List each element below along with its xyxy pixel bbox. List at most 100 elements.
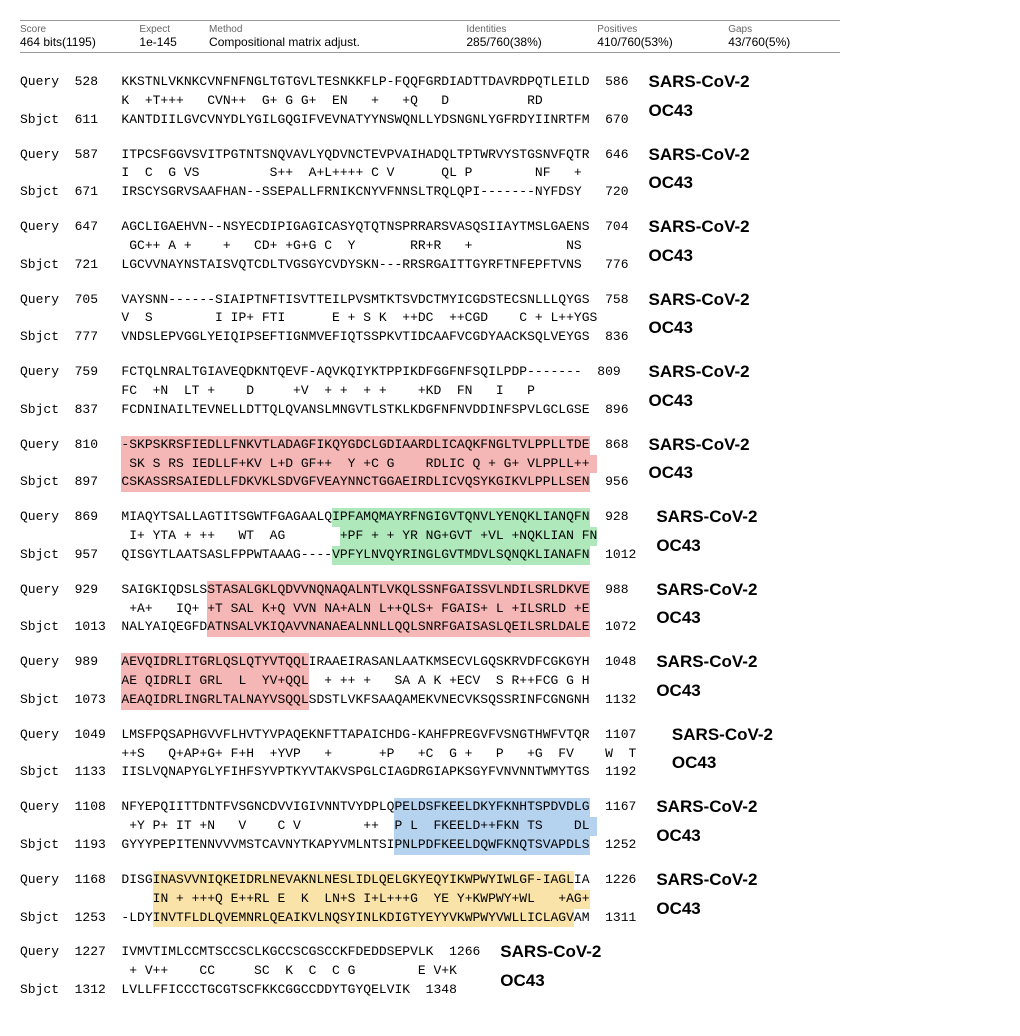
midline-row: +A+ IQ+ +T SAL K+Q VVN NA+ALN L++QLS+ FG… — [20, 600, 636, 619]
query-row: Query 647 AGCLIGAEHVN--NSYECDIPIGAGICASY… — [20, 218, 629, 237]
query-row: Query 929 SAIGKIQDSLSSTASALGKLQDVVNQNAQA… — [20, 581, 636, 600]
sequence-column: Query 810 -SKPSKRSFIEDLLFNKVTLADAGFIKQYG… — [20, 436, 629, 493]
sequence-column: Query 705 VAYSNN------SIAIPTNFTISVTTEILP… — [20, 291, 629, 348]
hdr-expect-value: 1e-145 — [139, 35, 193, 49]
organism-labels: SARS-CoV-2OC43 — [636, 871, 757, 918]
alignment-block: Query 1168 DISGINASVVNIQKEIDRLNEVAKNLNES… — [20, 871, 1000, 928]
hdr-positives: Positives 410/760(53%) — [597, 24, 728, 49]
organism-labels: SARS-CoV-2OC43 — [629, 146, 750, 193]
subject-organism: OC43 — [649, 164, 750, 193]
organism-labels: SARS-CoV-2OC43 — [629, 363, 750, 410]
query-row: Query 759 FCTQLNRALTGIAVEQDKNTQEVF-AQVKQ… — [20, 363, 629, 382]
subject-organism: OC43 — [656, 890, 757, 919]
query-row: Query 705 VAYSNN------SIAIPTNFTISVTTEILP… — [20, 291, 629, 310]
hdr-expect: Expect 1e-145 — [139, 24, 209, 49]
organism-labels: SARS-CoV-2OC43 — [636, 798, 757, 845]
subject-row: Sbjct 957 QISGYTLAATSASLFPPWTAAAG----VPF… — [20, 546, 636, 565]
subject-organism: OC43 — [656, 527, 757, 556]
hdr-method-value: Compositional matrix adjust. — [209, 35, 450, 49]
hdr-method-label: Method — [209, 24, 450, 35]
alignment-block: Query 1049 LMSFPQSAPHGVVFLHVTYVPAQEKNFTT… — [20, 726, 1000, 783]
alignment-block: Query 528 KKSTNLVKNKCVNFNFNGLTGTGVLTESNK… — [20, 73, 1000, 130]
query-organism: SARS-CoV-2 — [649, 218, 750, 237]
hdr-expect-label: Expect — [139, 24, 193, 35]
sequence-column: Query 929 SAIGKIQDSLSSTASALGKLQDVVNQNAQA… — [20, 581, 636, 638]
hdr-score-value: 464 bits(1195) — [20, 35, 123, 49]
query-organism: SARS-CoV-2 — [672, 726, 773, 745]
midline-row: IN + +++Q E++RL E K LN+S I+L+++G YE Y+KW… — [20, 890, 636, 909]
alignment-block: Query 989 AEVQIDRLITGRLQSLQTYVTQQLIRAAEI… — [20, 653, 1000, 710]
query-row: Query 1049 LMSFPQSAPHGVVFLHVTYVPAQEKNFTT… — [20, 726, 652, 745]
alignment-block: Query 1227 IVMVTIMLCCMTSCCSCLKGCCSCGSCCK… — [20, 943, 1000, 1000]
alignment-container: Query 528 KKSTNLVKNKCVNFNFNGLTGTGVLTESNK… — [20, 73, 1000, 1016]
sequence-column: Query 1227 IVMVTIMLCCMTSCCSCLKGCCSCGSCCK… — [20, 943, 480, 1000]
query-organism: SARS-CoV-2 — [656, 798, 757, 817]
alignment-block: Query 759 FCTQLNRALTGIAVEQDKNTQEVF-AQVKQ… — [20, 363, 1000, 420]
subject-row: Sbjct 1193 GYYYPEPITENNVVVMSTCAVNYTKAPYV… — [20, 836, 636, 855]
sequence-column: Query 647 AGCLIGAEHVN--NSYECDIPIGAGICASY… — [20, 218, 629, 275]
hdr-positives-label: Positives — [597, 24, 712, 35]
subject-organism: OC43 — [656, 672, 757, 701]
subject-row: Sbjct 897 CSKASSRSAIEDLLFDKVKLSDVGFVEAYN… — [20, 473, 629, 492]
organism-labels: SARS-CoV-2OC43 — [629, 436, 750, 483]
query-organism: SARS-CoV-2 — [500, 943, 601, 962]
hdr-positives-value: 410/760(53%) — [597, 35, 712, 49]
organism-labels: SARS-CoV-2OC43 — [636, 653, 757, 700]
sequence-column: Query 528 KKSTNLVKNKCVNFNFNGLTGTGVLTESNK… — [20, 73, 629, 130]
hdr-method: Method Compositional matrix adjust. — [209, 24, 466, 49]
alignment-block: Query 810 -SKPSKRSFIEDLLFNKVTLADAGFIKQYG… — [20, 436, 1000, 493]
sequence-column: Query 989 AEVQIDRLITGRLQSLQTYVTQQLIRAAEI… — [20, 653, 636, 710]
subject-organism: OC43 — [656, 599, 757, 628]
subject-organism: OC43 — [649, 237, 750, 266]
organism-labels: SARS-CoV-2OC43 — [652, 726, 773, 773]
hdr-gaps: Gaps 43/760(5%) — [728, 24, 840, 49]
subject-organism: OC43 — [649, 92, 750, 121]
subject-row: Sbjct 837 FCDNINAILTEVNELLDTTQLQVANSLMNG… — [20, 401, 629, 420]
subject-row: Sbjct 1013 NALYAIQEGFDATNSALVKIQAVVNANAE… — [20, 618, 636, 637]
subject-organism: OC43 — [656, 817, 757, 846]
organism-labels: SARS-CoV-2OC43 — [480, 943, 601, 990]
subject-row: Sbjct 671 IRSCYSGRVSAAFHAN--SSEPALLFRNIK… — [20, 183, 629, 202]
midline-row: I+ YTA + ++ WT AG +PF + + YR NG+GVT +VL … — [20, 527, 636, 546]
stats-header: Score 464 bits(1195) Expect 1e-145 Metho… — [20, 20, 840, 53]
alignment-block: Query 587 ITPCSFGGVSVITPGTNTSNQVAVLYQDVN… — [20, 146, 1000, 203]
query-row: Query 810 -SKPSKRSFIEDLLFNKVTLADAGFIKQYG… — [20, 436, 629, 455]
organism-labels: SARS-CoV-2OC43 — [629, 218, 750, 265]
query-organism: SARS-CoV-2 — [649, 363, 750, 382]
query-row: Query 587 ITPCSFGGVSVITPGTNTSNQVAVLYQDVN… — [20, 146, 629, 165]
sequence-column: Query 1168 DISGINASVVNIQKEIDRLNEVAKNLNES… — [20, 871, 636, 928]
hdr-identities-value: 285/760(38%) — [466, 35, 581, 49]
hdr-identities: Identities 285/760(38%) — [466, 24, 597, 49]
query-organism: SARS-CoV-2 — [649, 436, 750, 455]
subject-row: Sbjct 721 LGCVVNAYNSTAISVQTCDLTVGSGYCVDY… — [20, 256, 629, 275]
alignment-block: Query 929 SAIGKIQDSLSSTASALGKLQDVVNQNAQA… — [20, 581, 1000, 638]
query-organism: SARS-CoV-2 — [649, 73, 750, 92]
query-organism: SARS-CoV-2 — [649, 291, 750, 310]
query-organism: SARS-CoV-2 — [656, 581, 757, 600]
alignment-block: Query 647 AGCLIGAEHVN--NSYECDIPIGAGICASY… — [20, 218, 1000, 275]
midline-row: +Y P+ IT +N V C V ++ P L FKEELD++FKN TS … — [20, 817, 636, 836]
subject-organism: OC43 — [649, 309, 750, 338]
hdr-score-label: Score — [20, 24, 123, 35]
subject-organism: OC43 — [672, 744, 773, 773]
sequence-column: Query 759 FCTQLNRALTGIAVEQDKNTQEVF-AQVKQ… — [20, 363, 629, 420]
query-organism: SARS-CoV-2 — [656, 508, 757, 527]
hdr-gaps-label: Gaps — [728, 24, 824, 35]
sequence-column: Query 869 MIAQYTSALLAGTITSGWTFGAGAALQIPF… — [20, 508, 636, 565]
midline-row: K +T+++ CVN++ G+ G G+ EN + +Q D RD — [20, 92, 629, 111]
midline-row: I C G VS S++ A+L++++ C V QL P NF + — [20, 164, 629, 183]
midline-row: V S I IP+ FTI E + S K ++DC ++CGD C + L++… — [20, 309, 629, 328]
organism-labels: SARS-CoV-2OC43 — [629, 73, 750, 120]
hdr-gaps-value: 43/760(5%) — [728, 35, 824, 49]
subject-organism: OC43 — [649, 382, 750, 411]
query-organism: SARS-CoV-2 — [656, 653, 757, 672]
query-row: Query 1108 NFYEPQIITTDNTFVSGNCDVVIGIVNNT… — [20, 798, 636, 817]
midline-row: + V++ CC SC K C C G E V+K — [20, 962, 480, 981]
query-organism: SARS-CoV-2 — [656, 871, 757, 890]
midline-row: SK S RS IEDLLF+KV L+D GF++ Y +C G RDLIC … — [20, 455, 629, 474]
query-row: Query 1227 IVMVTIMLCCMTSCCSCLKGCCSCGSCCK… — [20, 943, 480, 962]
query-organism: SARS-CoV-2 — [649, 146, 750, 165]
query-row: Query 1168 DISGINASVVNIQKEIDRLNEVAKNLNES… — [20, 871, 636, 890]
subject-row: Sbjct 1312 LVLLFFICCCTGCGTSCFKKCGGCCDDYT… — [20, 981, 480, 1000]
hdr-identities-label: Identities — [466, 24, 581, 35]
